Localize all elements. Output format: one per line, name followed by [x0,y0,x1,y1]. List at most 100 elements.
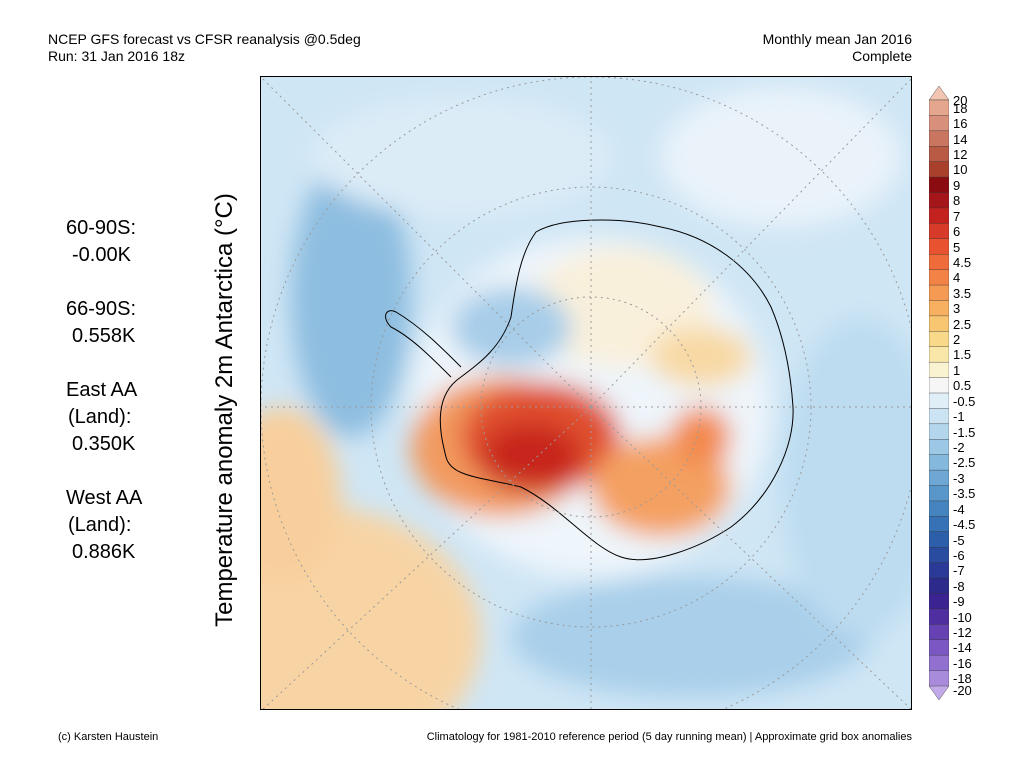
colorbar-tick-label: 10 [953,162,968,178]
colorbar-tick-label: -12 [953,625,972,641]
colorbar-swatch [929,469,949,487]
colorbar-swatch [929,331,949,348]
stat-label: East AA [66,379,138,401]
stat-label: 60-90S: [66,217,137,239]
colorbar-swatches [929,86,949,700]
colorbar-swatch [929,99,949,117]
colorbar-swatch [929,639,949,656]
colorbar-tick-label: -16 [953,655,972,671]
colorbar-tick-label: 3 [953,301,961,317]
period-title: Monthly mean Jan 2016 [762,31,912,47]
colorbar-swatch [929,192,949,209]
colorbar-tick-label: -7 [953,563,965,579]
colorbar-swatch [929,284,949,302]
colorbar-tick-label: 12 [953,146,968,162]
colorbar-tick-label: 2 [953,332,961,348]
stat-label: 66-90S: [66,298,137,320]
colorbar-tick-label: 7 [953,208,961,224]
graticule [261,77,911,709]
completion-status: Complete [852,48,912,64]
colorbar-swatch [929,654,949,672]
stat-east-aa: East AA (Land): 0.350K [66,377,142,458]
colorbar-swatch [929,115,949,132]
colorbar-swatch [929,223,949,240]
colorbar-swatch [929,176,949,194]
colorbar-tick-label: -1 [953,409,965,425]
colorbar-tick-label: 14 [953,131,968,147]
colorbar-swatch [929,454,949,471]
colorbar-swatch [929,531,949,548]
colorbar-swatch [929,300,949,317]
colorbar-tick-label: -8 [953,578,965,594]
colorbar-swatch [929,207,949,225]
colorbar-swatch [929,315,949,333]
anomaly-map [260,76,912,710]
colorbar-tick-label: -10 [953,609,972,625]
colorbar-tick-label: -4.5 [953,517,976,533]
axis-label: Temperature anomaly 2m Antarctica (°C) [211,193,238,627]
stat-west-aa: West AA (Land): 0.886K [66,485,142,566]
peninsula-coastline [385,310,462,378]
colorbar-swatch [929,423,949,440]
model-title: NCEP GFS forecast vs CFSR reanalysis @0.… [48,31,361,47]
colorbar-tick-label: -3.5 [953,486,976,502]
colorbar-tick-label: 4.5 [953,254,972,270]
colorbar-tick-label: 3.5 [953,285,972,301]
colorbar-swatch [929,269,949,286]
colorbar-swatch [929,485,949,502]
colorbar-swatch [929,254,949,271]
stat-66-90s: 66-90S: 0.558K [66,296,142,350]
colorbar-tick-label: -9 [953,594,965,610]
colorbar-tick-label: -3 [953,470,965,486]
colorbar-tick-label: 4 [953,270,961,286]
colorbar-tick-label: -14 [953,640,972,656]
colorbar-tick-label: 5 [953,239,961,255]
header-right: Monthly mean Jan 2016 Complete [763,31,912,65]
colorbar-swatch [929,577,949,595]
colorbar-swatch [929,161,949,178]
colorbar-swatch [929,624,949,641]
colorbar-swatch [929,593,949,610]
stat-60-90s: 60-90S: -0.00K [66,215,142,269]
colorbar-tick-label: -6 [953,547,965,563]
colorbar-tick-label: -4 [953,501,965,517]
anomaly-stats: 60-90S: -0.00K 66-90S: 0.558K East AA (L… [66,215,142,593]
colorbar-swatch [929,547,949,564]
colorbar-labels: 20 18 16 14 12 10 9 8 7 6 5 4.5 4 3.5 3 2.5 2 1.5 1 0.5 -0.5… [953,86,1013,700]
colorbar-swatch [929,685,949,700]
colorbar-tick-label: -20 [953,683,972,698]
colorbar-swatch [929,439,949,456]
credit: (c) Karsten Haustein [58,731,159,743]
colorbar-swatch [929,346,949,363]
colorbar-tick-label: -0.5 [953,393,976,409]
colorbar-tick-label: 20 [953,93,968,108]
stat-value: -0.00K [72,244,131,266]
colorbar-swatch [929,377,949,394]
stat-label: (Land): [68,406,132,428]
reference-note: Climatology for 1981-2010 reference peri… [426,731,912,743]
colorbar-swatch [929,608,949,626]
colorbar-swatch [929,670,949,687]
colorbar-tick-label: 0.5 [953,378,972,394]
colorbar-tick-label: 18 [953,100,968,116]
header-left: NCEP GFS forecast vs CFSR reanalysis @0.… [48,31,361,65]
colorbar-tick-label: 2.5 [953,316,972,332]
colorbar-swatch [929,516,949,533]
stat-value: 0.558K [72,325,136,347]
colorbar-swatch [929,562,949,579]
stat-value: 0.886K [72,541,136,563]
colorbar-tick-label: -18 [953,671,972,687]
anomaly-field [261,87,911,709]
colorbar-tick-label: -5 [953,532,965,548]
stat-label: (Land): [68,514,132,536]
run-time: Run: 31 Jan 2016 18z [48,48,185,64]
colorbar-swatch [929,361,949,379]
colorbar-tick-label: 1.5 [953,347,972,363]
colorbar-tick-label: 8 [953,193,961,209]
antarctica-coastline [439,219,794,561]
colorbar-swatch [929,86,949,101]
colorbar-swatch [929,238,949,255]
map-canvas [261,77,911,709]
colorbar-swatch [929,500,949,518]
colorbar-swatch [929,392,949,410]
